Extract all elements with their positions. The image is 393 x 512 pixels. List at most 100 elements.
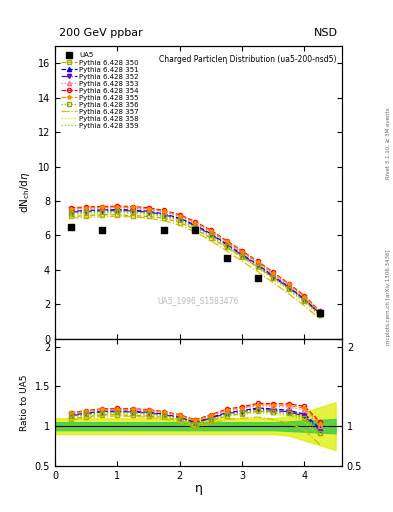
Pythia 6.428 354 [177,211,182,218]
Line: Pythia 6.428 359: Pythia 6.428 359 [71,212,320,315]
Pythia 6.428 359 [286,287,291,293]
Pythia 6.428 353 [177,214,182,220]
Pythia 6.428 359 [84,210,88,216]
Pythia 6.428 356 [224,243,229,249]
UA5 [192,226,198,234]
Pythia 6.428 350 [302,296,307,302]
UA5 [255,274,261,283]
Pythia 6.428 354 [302,292,307,298]
Pythia 6.428 350 [240,254,244,260]
Pythia 6.428 356 [177,217,182,223]
Pythia 6.428 357 [193,229,198,235]
Pythia 6.428 359 [302,298,307,305]
Pythia 6.428 355 [271,270,275,276]
Pythia 6.428 353 [240,249,244,255]
Legend: UA5, Pythia 6.428 350, Pythia 6.428 351, Pythia 6.428 352, Pythia 6.428 353, Pyt: UA5, Pythia 6.428 350, Pythia 6.428 351,… [61,52,139,129]
Pythia 6.428 359 [130,209,135,216]
Pythia 6.428 350 [162,215,167,221]
Pythia 6.428 353 [146,206,151,212]
Line: Pythia 6.428 358: Pythia 6.428 358 [71,213,320,316]
Pythia 6.428 352 [193,223,198,229]
Pythia 6.428 354 [224,238,229,244]
Pythia 6.428 354 [162,207,167,214]
Pythia 6.428 359 [271,275,275,282]
Pythia 6.428 353 [286,282,291,288]
Text: UA5_1996_S1583476: UA5_1996_S1583476 [158,296,239,305]
Pythia 6.428 351 [255,262,260,268]
Pythia 6.428 355 [162,208,167,215]
Pythia 6.428 357 [224,248,229,254]
Pythia 6.428 358 [271,276,275,283]
Pythia 6.428 352 [271,273,275,280]
Pythia 6.428 357 [177,222,182,228]
Pythia 6.428 354 [271,269,275,275]
Pythia 6.428 351 [193,222,198,228]
Pythia 6.428 358 [240,255,244,261]
Pythia 6.428 350 [146,214,151,220]
Pythia 6.428 353 [255,260,260,266]
Pythia 6.428 355 [302,293,307,300]
Pythia 6.428 353 [318,310,322,316]
Pythia 6.428 359 [115,209,120,215]
Line: Pythia 6.428 353: Pythia 6.428 353 [68,206,322,315]
Pythia 6.428 351 [177,215,182,221]
Pythia 6.428 352 [240,252,244,258]
Pythia 6.428 350 [318,310,322,316]
Pythia 6.428 353 [193,220,198,226]
Pythia 6.428 356 [162,212,167,219]
Pythia 6.428 353 [84,206,88,212]
Pythia 6.428 350 [68,214,73,220]
Pythia 6.428 356 [130,208,135,215]
Pythia 6.428 352 [115,207,120,214]
Pythia 6.428 359 [177,218,182,224]
Pythia 6.428 358 [162,215,167,221]
Pythia 6.428 350 [130,212,135,219]
Pythia 6.428 359 [99,209,104,216]
Pythia 6.428 357 [84,215,88,221]
Pythia 6.428 354 [84,204,88,210]
Pythia 6.428 358 [84,211,88,217]
Pythia 6.428 355 [224,239,229,245]
Pythia 6.428 351 [286,284,291,290]
Pythia 6.428 353 [115,205,120,211]
Pythia 6.428 352 [286,285,291,291]
Pythia 6.428 358 [286,287,291,293]
Text: NSD: NSD [314,28,338,38]
Pythia 6.428 354 [240,248,244,254]
Pythia 6.428 352 [209,231,213,238]
Pythia 6.428 352 [177,216,182,222]
Pythia 6.428 355 [115,204,120,210]
Pythia 6.428 353 [271,271,275,277]
Text: 200 GeV ppbar: 200 GeV ppbar [59,28,143,38]
UA5 [223,254,230,262]
Line: Pythia 6.428 352: Pythia 6.428 352 [68,208,322,316]
Pythia 6.428 355 [193,220,198,226]
Pythia 6.428 358 [224,244,229,250]
Pythia 6.428 351 [240,251,244,258]
Pythia 6.428 358 [255,265,260,271]
Pythia 6.428 357 [130,214,135,220]
Pythia 6.428 359 [209,233,213,239]
Line: Pythia 6.428 351: Pythia 6.428 351 [68,207,322,316]
Pythia 6.428 357 [286,291,291,297]
Pythia 6.428 359 [68,211,73,217]
Pythia 6.428 351 [162,211,167,217]
Pythia 6.428 354 [68,205,73,211]
Pythia 6.428 350 [286,285,291,291]
Text: mcplots.cern.ch [arXiv:1306.3436]: mcplots.cern.ch [arXiv:1306.3436] [386,249,391,345]
Pythia 6.428 351 [130,207,135,213]
Pythia 6.428 350 [271,274,275,281]
Y-axis label: dN$_{\mathregular{ch}}$/d$\eta$: dN$_{\mathregular{ch}}$/d$\eta$ [18,172,32,213]
Pythia 6.428 351 [68,208,73,215]
Pythia 6.428 350 [84,212,88,219]
Pythia 6.428 356 [302,298,307,304]
Pythia 6.428 356 [84,209,88,215]
Line: Pythia 6.428 350: Pythia 6.428 350 [68,212,322,315]
Pythia 6.428 351 [115,206,120,212]
Pythia 6.428 353 [162,209,167,215]
Pythia 6.428 358 [193,225,198,231]
Pythia 6.428 359 [146,211,151,217]
Pythia 6.428 358 [68,211,73,218]
Pythia 6.428 358 [318,313,322,319]
Pythia 6.428 351 [318,311,322,317]
